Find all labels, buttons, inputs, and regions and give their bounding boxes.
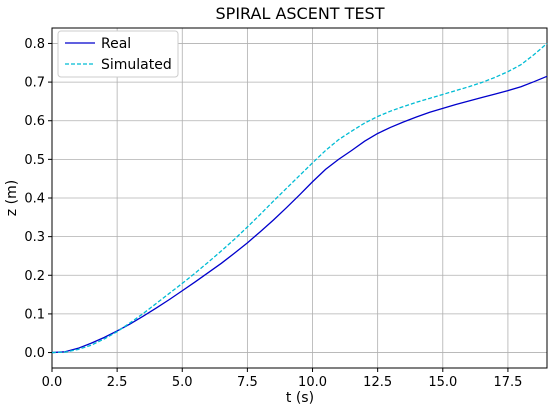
grid — [51, 28, 547, 368]
y-tick-label: 0.5 — [24, 153, 45, 168]
y-axis-label: z (m) — [4, 180, 20, 216]
x-tick-label: 17.5 — [493, 375, 522, 390]
y-tick-label: 0.3 — [24, 230, 45, 245]
x-tick-label: 0.0 — [42, 375, 63, 390]
legend-label-simulated: Simulated — [101, 57, 172, 73]
x-tick-label: 12.5 — [363, 375, 392, 390]
x-tick-label: 2.5 — [107, 375, 128, 390]
x-axis: 0.0 2.5 5.0 7.5 10.0 12.5 15.0 17.5 — [42, 368, 522, 390]
y-tick-label: 0.2 — [24, 269, 45, 284]
y-tick-label: 0.1 — [24, 307, 45, 322]
series-line-simulated — [51, 42, 548, 354]
series-line-real — [51, 75, 548, 354]
y-tick-label: 0.6 — [24, 114, 45, 129]
y-tick-label: 0.4 — [24, 192, 45, 207]
x-tick-label: 10.0 — [298, 375, 327, 390]
x-axis-label: t (s) — [286, 390, 314, 406]
y-tick-label: 0.8 — [24, 37, 45, 52]
y-tick-label: 0.7 — [24, 76, 45, 91]
legend-label-real: Real — [101, 36, 131, 52]
y-tick-label: 0.0 — [24, 346, 45, 361]
x-tick-label: 15.0 — [428, 375, 457, 390]
chart-title: SPIRAL ASCENT TEST — [216, 4, 385, 23]
y-axis: 0.0 0.1 0.2 0.3 0.4 0.5 0.6 0.7 0.8 — [24, 37, 52, 361]
series-group — [51, 42, 548, 354]
x-tick-label: 5.0 — [172, 375, 193, 390]
x-tick-label: 7.5 — [237, 375, 258, 390]
legend: Real Simulated — [57, 30, 179, 78]
